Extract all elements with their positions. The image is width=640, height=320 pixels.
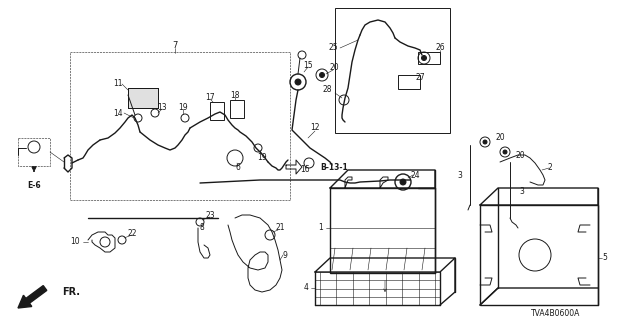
Text: 19: 19: [178, 102, 188, 111]
Text: 19: 19: [257, 153, 267, 162]
FancyArrow shape: [18, 285, 47, 308]
Circle shape: [400, 179, 406, 185]
Text: 2: 2: [548, 164, 552, 172]
Text: 4: 4: [303, 284, 308, 292]
Bar: [398, 75, 420, 89]
Text: 18: 18: [230, 91, 240, 100]
Bar: [418, 52, 440, 64]
Text: TVA4B0600A: TVA4B0600A: [531, 309, 580, 318]
Text: FR.: FR.: [62, 287, 80, 297]
Bar: [335, 8, 450, 133]
Text: 13: 13: [157, 102, 167, 111]
Text: 20: 20: [329, 63, 339, 73]
Bar: [480, 205, 598, 305]
Bar: [128, 88, 158, 108]
Circle shape: [295, 79, 301, 85]
Text: 5: 5: [603, 253, 607, 262]
Bar: [18, 138, 50, 166]
Text: 14: 14: [113, 108, 123, 117]
Text: 17: 17: [205, 92, 215, 101]
Text: 8: 8: [200, 223, 204, 233]
Text: 11: 11: [113, 78, 123, 87]
Circle shape: [483, 140, 487, 144]
Bar: [128, 88, 158, 108]
Text: 20: 20: [495, 133, 505, 142]
Text: 7: 7: [172, 41, 178, 50]
Text: 1: 1: [318, 223, 323, 233]
Text: 26: 26: [435, 44, 445, 52]
Bar: [330, 188, 435, 273]
Circle shape: [503, 150, 507, 154]
Text: 12: 12: [310, 124, 320, 132]
Text: 15: 15: [303, 60, 313, 69]
Bar: [210, 102, 224, 120]
Text: 25: 25: [328, 44, 338, 52]
Text: E-6: E-6: [27, 180, 41, 189]
Text: 27: 27: [415, 74, 425, 83]
Text: 9: 9: [283, 251, 287, 260]
Text: 21: 21: [275, 223, 285, 233]
Text: 23: 23: [205, 211, 215, 220]
Text: B-13-1: B-13-1: [320, 163, 348, 172]
Text: 22: 22: [127, 228, 137, 237]
Circle shape: [422, 55, 426, 60]
Bar: [70, 52, 290, 200]
Circle shape: [319, 73, 324, 77]
Text: 3: 3: [457, 171, 462, 180]
Text: 6: 6: [236, 164, 241, 172]
Text: 3: 3: [520, 188, 524, 196]
Text: 24: 24: [410, 171, 420, 180]
Text: 10: 10: [70, 237, 80, 246]
Text: 28: 28: [323, 85, 332, 94]
Text: 20: 20: [515, 150, 525, 159]
Bar: [230, 100, 244, 118]
Text: 16: 16: [300, 165, 310, 174]
